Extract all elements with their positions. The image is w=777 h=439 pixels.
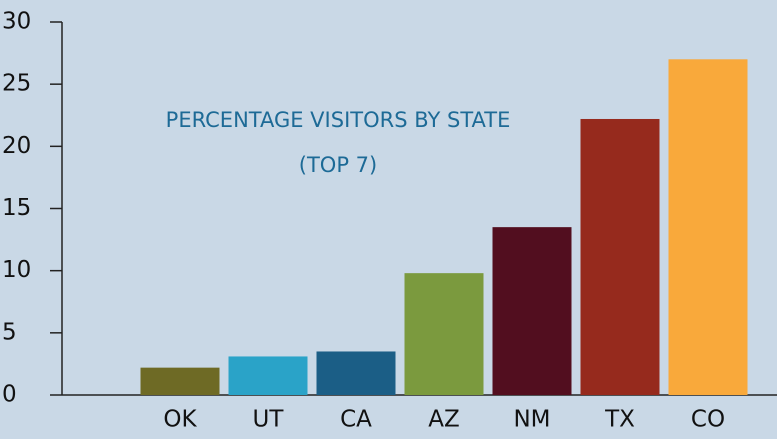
chart-title: PERCENTAGE VISITORS BY STATE (TOP 7) bbox=[148, 98, 528, 188]
x-tick-label: TX bbox=[604, 407, 635, 433]
x-tick-label: UT bbox=[253, 407, 285, 433]
bar bbox=[317, 351, 396, 395]
y-tick-label: 5 bbox=[2, 319, 17, 345]
x-tick-label: CO bbox=[691, 407, 725, 433]
y-tick-label: 15 bbox=[2, 195, 31, 221]
chart: 0 5 10 15 20 25 30 OK UT CA AZ NM TX CO PERCENTAGE VI… bbox=[0, 0, 777, 439]
bar bbox=[493, 227, 572, 395]
chart-svg: 0 5 10 15 20 25 30 OK UT CA AZ NM TX CO bbox=[0, 0, 777, 439]
y-tick-label: 30 bbox=[2, 9, 31, 35]
bar bbox=[229, 356, 308, 395]
y-tick-label: 10 bbox=[2, 257, 31, 283]
x-tick-label: OK bbox=[163, 407, 197, 433]
x-tick-label: CA bbox=[340, 407, 372, 433]
x-tick-label: AZ bbox=[428, 407, 460, 433]
y-tick-label: 20 bbox=[2, 133, 31, 159]
bar bbox=[669, 59, 748, 395]
bar bbox=[581, 119, 660, 395]
x-tick-label: NM bbox=[513, 407, 550, 433]
y-tick-label: 0 bbox=[2, 382, 17, 408]
y-tick-label: 25 bbox=[2, 71, 31, 97]
bar bbox=[141, 368, 220, 395]
bar bbox=[405, 273, 484, 395]
